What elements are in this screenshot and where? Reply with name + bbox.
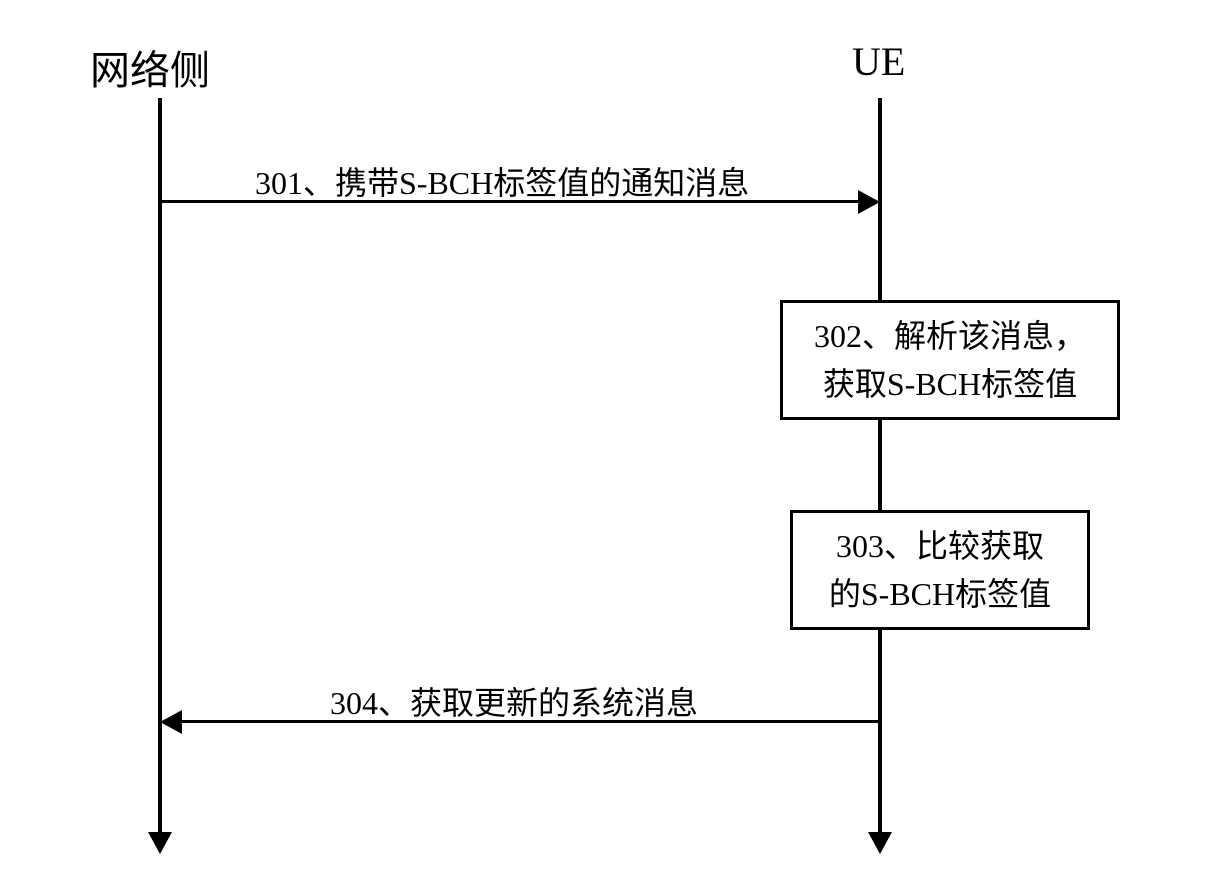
actor-right-label: UE: [852, 38, 905, 85]
sequence-diagram: 网络侧 UE 301、携带S-BCH标签值的通知消息 302、解析该消息， 获取…: [80, 20, 1080, 850]
message-304-line: [180, 720, 880, 723]
box-302-line2: 获取S-BCH标签值: [823, 360, 1077, 408]
message-301-arrow: [858, 190, 880, 214]
connector-302-303: [878, 420, 882, 510]
box-303-line1: 303、比较获取: [836, 522, 1044, 570]
process-box-302: 302、解析该消息， 获取S-BCH标签值: [780, 300, 1120, 420]
box-302-line1: 302、解析该消息，: [814, 312, 1086, 360]
message-304-label: 304、获取更新的系统消息: [330, 678, 698, 724]
box-303-line2: 的S-BCH标签值: [829, 570, 1051, 618]
lifeline-left-arrow: [148, 832, 172, 854]
lifeline-right-arrow: [868, 832, 892, 854]
message-301-line: [162, 200, 860, 203]
message-304-arrow: [160, 710, 182, 734]
message-301-label: 301、携带S-BCH标签值的通知消息: [255, 158, 749, 204]
process-box-303: 303、比较获取 的S-BCH标签值: [790, 510, 1090, 630]
actor-left-label: 网络侧: [90, 38, 210, 96]
